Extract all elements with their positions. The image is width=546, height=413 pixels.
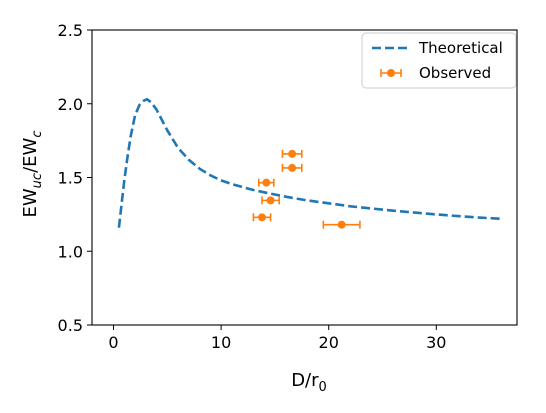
y-axis-label: EWuc/EWc [20,131,45,218]
x-axis-label: D/r0 [291,370,327,395]
x-tick-label: 10 [211,333,231,352]
x-tick-label: 0 [108,333,118,352]
observed-point [281,149,303,158]
x-tick-label: 20 [319,333,339,352]
x-axis: 0 10 20 30 [108,325,446,352]
observed-marker [262,178,271,187]
y-axis-label-sub-2: c [30,131,45,138]
y-tick-label: 1.0 [58,242,83,261]
legend-observed-marker [387,69,395,77]
y-axis-label-main-2: /EW [20,137,41,172]
x-tick-label: 30 [426,333,446,352]
plot-layer [117,97,501,229]
legend: Theoretical Observed [361,32,517,89]
y-axis: 0.5 1.0 1.5 2.0 2.5 [58,21,92,335]
observed-point [281,163,303,172]
x-axis-label-sub: 0 [319,380,327,395]
theoretical-curve [117,97,501,228]
observed-point [257,178,275,187]
observed-marker [337,220,346,229]
x-axis-label-main: D/r [291,370,319,391]
legend-observed-label: Observed [419,64,491,82]
observed-marker [266,196,275,205]
y-axis-label-main-1: EW [20,188,41,217]
observed-marker [288,149,297,158]
observed-point [261,196,281,205]
observed-point [252,213,272,222]
observed-marker [258,213,266,222]
y-tick-label: 0.5 [58,316,83,335]
y-tick-label: 2.0 [58,95,83,114]
observed-point [322,220,361,229]
y-tick-label: 2.5 [58,21,83,40]
y-tick-label: 1.5 [58,169,83,188]
y-axis-label-sub-1: uc [30,173,45,188]
observed-marker [288,163,297,172]
legend-theoretical-label: Theoretical [418,39,503,57]
